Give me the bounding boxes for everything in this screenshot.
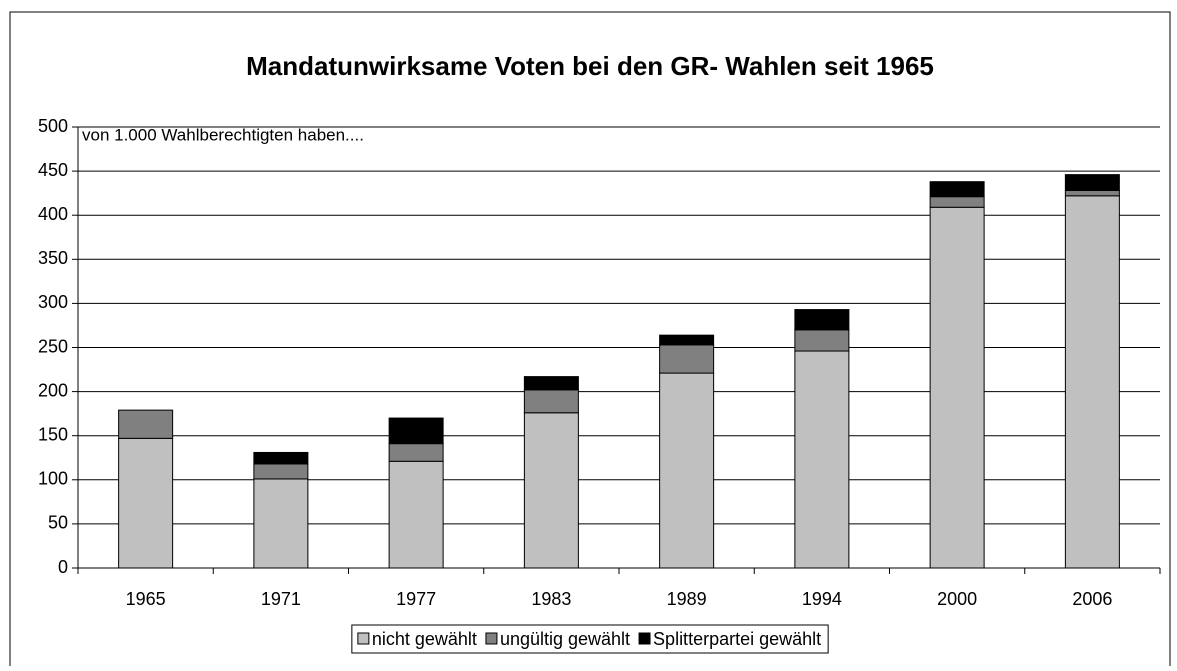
bar-segment — [1064, 174, 1120, 192]
x-tick-label: 1971 — [261, 589, 301, 609]
x-tick-label: 2006 — [1072, 589, 1112, 609]
bar-segment — [794, 350, 850, 569]
x-tick-label: 2000 — [937, 589, 977, 609]
bar-segment — [794, 309, 850, 331]
x-tick-label: 1977 — [396, 589, 436, 609]
bar-segment — [118, 409, 174, 439]
y-tick-label: 500 — [38, 116, 68, 136]
legend-box — [351, 624, 829, 654]
y-tick-label: 100 — [38, 469, 68, 489]
legend-label: Splitterpartei gewählt — [653, 629, 821, 649]
legend-swatch — [357, 632, 370, 645]
y-tick-label: 200 — [38, 380, 68, 400]
bar-segment — [118, 437, 174, 569]
bar-segment — [523, 376, 579, 391]
x-tick-label: 1989 — [667, 589, 707, 609]
bar-segment — [388, 417, 444, 445]
chart-title: Mandatunwirksame Voten bei den GR- Wahle… — [246, 51, 934, 81]
annotation: von 1.000 Wahlberechtigten haben.... — [82, 125, 364, 144]
legend-label: nicht gewählt — [372, 629, 477, 649]
bar-segment — [929, 196, 985, 208]
bar-segment — [659, 372, 715, 569]
y-tick-label: 400 — [38, 204, 68, 224]
x-tick-label: 1994 — [802, 589, 842, 609]
y-tick-label: 250 — [38, 336, 68, 356]
bar-segment — [929, 206, 985, 569]
y-tick-label: 0 — [58, 557, 68, 577]
legend-label: ungültig gewählt — [500, 629, 630, 649]
y-tick-label: 350 — [38, 248, 68, 268]
bar-segment — [794, 329, 850, 352]
x-tick-label: 1983 — [531, 589, 571, 609]
bar-segment — [253, 451, 309, 465]
bar-segment — [388, 443, 444, 462]
bar-segment — [253, 463, 309, 480]
legend-swatch — [638, 632, 651, 645]
bar-segment — [929, 181, 985, 198]
x-tick-label: 1965 — [126, 589, 166, 609]
bar-segment — [1064, 195, 1120, 569]
legend-swatch — [485, 632, 498, 645]
y-tick-label: 300 — [38, 292, 68, 312]
bar-segment — [388, 460, 444, 569]
y-tick-label: 150 — [38, 424, 68, 444]
bar-segment — [253, 478, 309, 569]
bar-segment — [1064, 190, 1120, 197]
y-tick-label: 450 — [38, 160, 68, 180]
bar-segment — [523, 389, 579, 414]
bar-segment — [659, 334, 715, 346]
bar-segment — [523, 412, 579, 569]
y-tick-label: 50 — [48, 513, 68, 533]
bar-segment — [659, 344, 715, 374]
